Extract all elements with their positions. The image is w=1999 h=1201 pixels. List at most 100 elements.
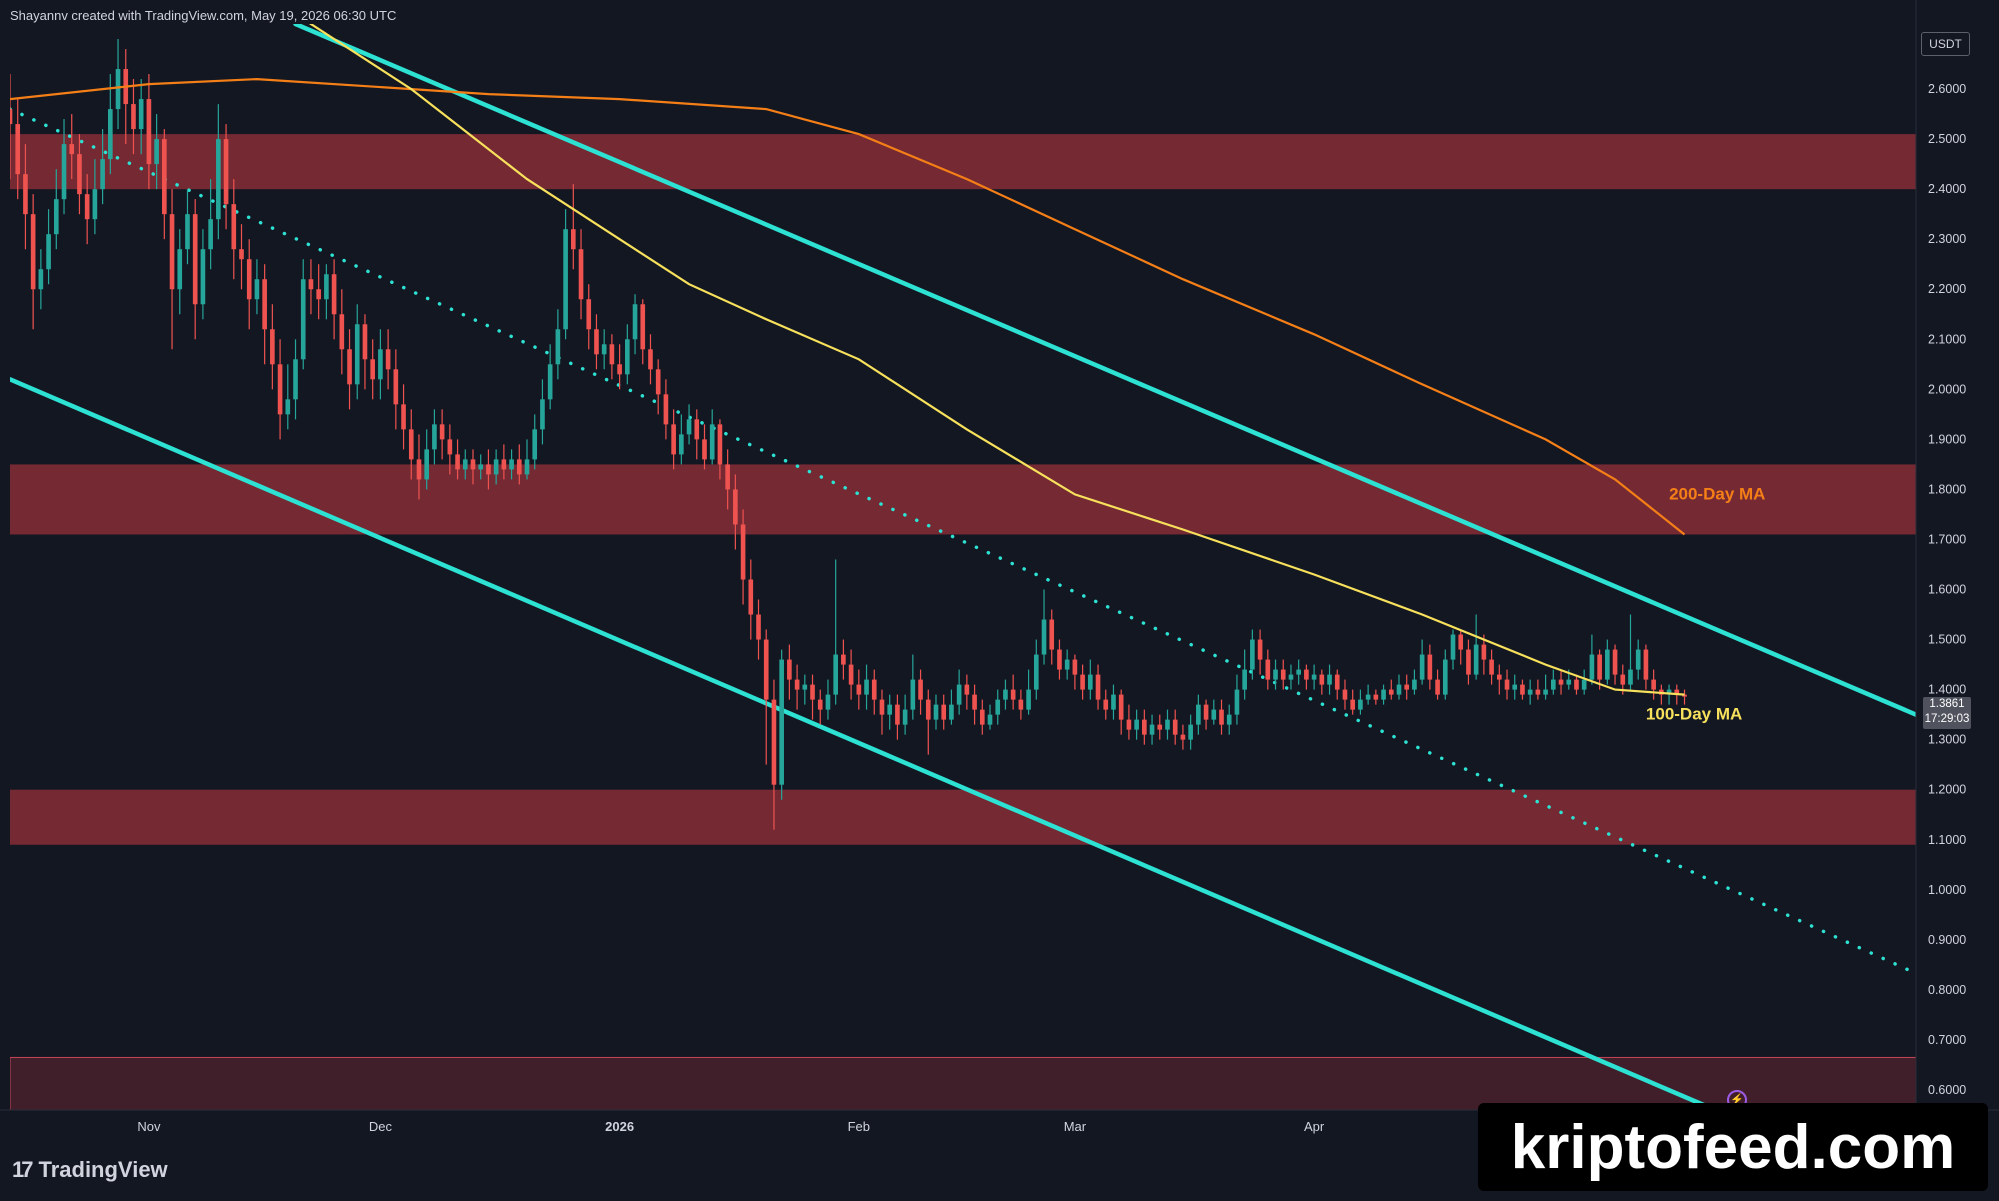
candle-body bbox=[1489, 659, 1494, 675]
time-tick-label: 2026 bbox=[605, 1119, 634, 1134]
ma200-line bbox=[10, 77, 1686, 536]
chart-attribution: Shayannv created with TradingView.com, M… bbox=[10, 8, 397, 23]
candle-body bbox=[385, 349, 391, 370]
candle-body bbox=[1211, 709, 1217, 720]
candle-body bbox=[462, 459, 468, 470]
candle-body bbox=[432, 424, 437, 450]
candle-body bbox=[38, 269, 44, 290]
candle-body bbox=[300, 279, 306, 360]
candle-body bbox=[555, 329, 561, 365]
candle-body bbox=[1080, 674, 1085, 690]
price-tick-label: 1.7000 bbox=[1928, 532, 1966, 546]
ma100-label: 100-Day MA bbox=[1646, 705, 1742, 724]
candle-body bbox=[1172, 719, 1178, 735]
candle-body bbox=[771, 699, 777, 785]
candle-body bbox=[131, 104, 136, 130]
candle-body bbox=[1396, 684, 1402, 695]
candle-body bbox=[1581, 679, 1587, 690]
candle-body bbox=[1088, 674, 1093, 690]
candle-body bbox=[1682, 694, 1687, 697]
candle-body bbox=[941, 704, 947, 720]
candle-body bbox=[1304, 669, 1309, 680]
candle-body bbox=[895, 704, 900, 725]
candle-body bbox=[493, 459, 499, 475]
candle-body bbox=[1134, 719, 1139, 730]
candle-body bbox=[686, 419, 692, 435]
bar-countdown: 17:29:03 bbox=[1924, 713, 1970, 725]
candle-body bbox=[1512, 684, 1518, 690]
candle-body bbox=[547, 364, 553, 400]
candle-body bbox=[1442, 659, 1448, 695]
candle-body bbox=[416, 459, 422, 480]
support-resistance-zone bbox=[10, 789, 1916, 845]
candle-body bbox=[1311, 674, 1317, 680]
candle-body bbox=[887, 704, 893, 715]
support-resistance-zone bbox=[10, 464, 1916, 535]
candle-body bbox=[339, 314, 345, 350]
candle-body bbox=[10, 109, 13, 125]
candle-body bbox=[1620, 674, 1626, 685]
candle-body bbox=[1157, 724, 1163, 730]
tradingview-brand[interactable]: 17 TradingView bbox=[12, 1157, 168, 1183]
candle-body bbox=[378, 349, 383, 380]
candle-body bbox=[108, 109, 113, 160]
candle-body bbox=[1111, 694, 1116, 710]
candle-body bbox=[1651, 679, 1656, 690]
candle-body bbox=[1412, 679, 1417, 690]
candle-body bbox=[848, 664, 854, 685]
candle-body bbox=[825, 694, 831, 710]
candle-body bbox=[270, 329, 275, 365]
candle-body bbox=[532, 429, 538, 460]
moving-averages-layer bbox=[10, 24, 1686, 696]
candle-body bbox=[1319, 674, 1325, 685]
last-price-value: 1.3861 bbox=[1929, 698, 1965, 710]
candle-body bbox=[1010, 689, 1016, 700]
candle-body bbox=[640, 304, 646, 350]
candle-body bbox=[918, 679, 923, 700]
candle-body bbox=[570, 229, 576, 250]
candle-body bbox=[1427, 654, 1433, 680]
candle-body bbox=[216, 139, 221, 220]
price-tick-label: 1.8000 bbox=[1928, 482, 1966, 496]
candle-body bbox=[1373, 694, 1379, 700]
candle-body bbox=[1026, 689, 1031, 710]
candle-body bbox=[740, 524, 746, 580]
candle-body bbox=[841, 654, 846, 665]
candle-body bbox=[231, 204, 237, 250]
candle-body bbox=[308, 279, 314, 290]
candle-body bbox=[1257, 639, 1263, 660]
price-tick-label: 1.1000 bbox=[1928, 833, 1966, 847]
candle-body bbox=[1342, 689, 1348, 700]
candle-body bbox=[277, 364, 283, 415]
candle-body bbox=[972, 694, 977, 710]
candle-body bbox=[15, 124, 21, 175]
candle-body bbox=[902, 709, 908, 725]
channel-lines-layer bbox=[10, 24, 1916, 1110]
candle-body bbox=[1288, 674, 1294, 680]
price-tick-label: 2.5000 bbox=[1928, 132, 1966, 146]
candle-body bbox=[833, 654, 838, 695]
candle-body bbox=[1527, 689, 1533, 695]
candle-body bbox=[1296, 669, 1301, 675]
candle-body bbox=[702, 439, 707, 460]
candle-body bbox=[509, 459, 514, 470]
support-resistance-zone bbox=[10, 1056, 1916, 1110]
candle-body bbox=[455, 454, 460, 470]
candle-body bbox=[1628, 669, 1633, 685]
candle-body bbox=[856, 684, 862, 695]
candle-body bbox=[447, 439, 453, 455]
candle-body bbox=[1574, 679, 1579, 690]
candle-body bbox=[632, 304, 638, 340]
candle-body bbox=[154, 139, 159, 165]
currency-selector[interactable]: USDT bbox=[1921, 32, 1970, 56]
brand-name: TradingView bbox=[38, 1157, 168, 1182]
candle-body bbox=[1481, 644, 1487, 660]
candle-body bbox=[910, 679, 916, 710]
candle-body bbox=[162, 139, 167, 215]
candle-body bbox=[92, 189, 98, 220]
candle-body bbox=[84, 194, 90, 220]
candle-body bbox=[1535, 689, 1541, 695]
watermark: kriptofeed.com bbox=[1478, 1103, 1988, 1191]
candle-body bbox=[1118, 694, 1124, 720]
